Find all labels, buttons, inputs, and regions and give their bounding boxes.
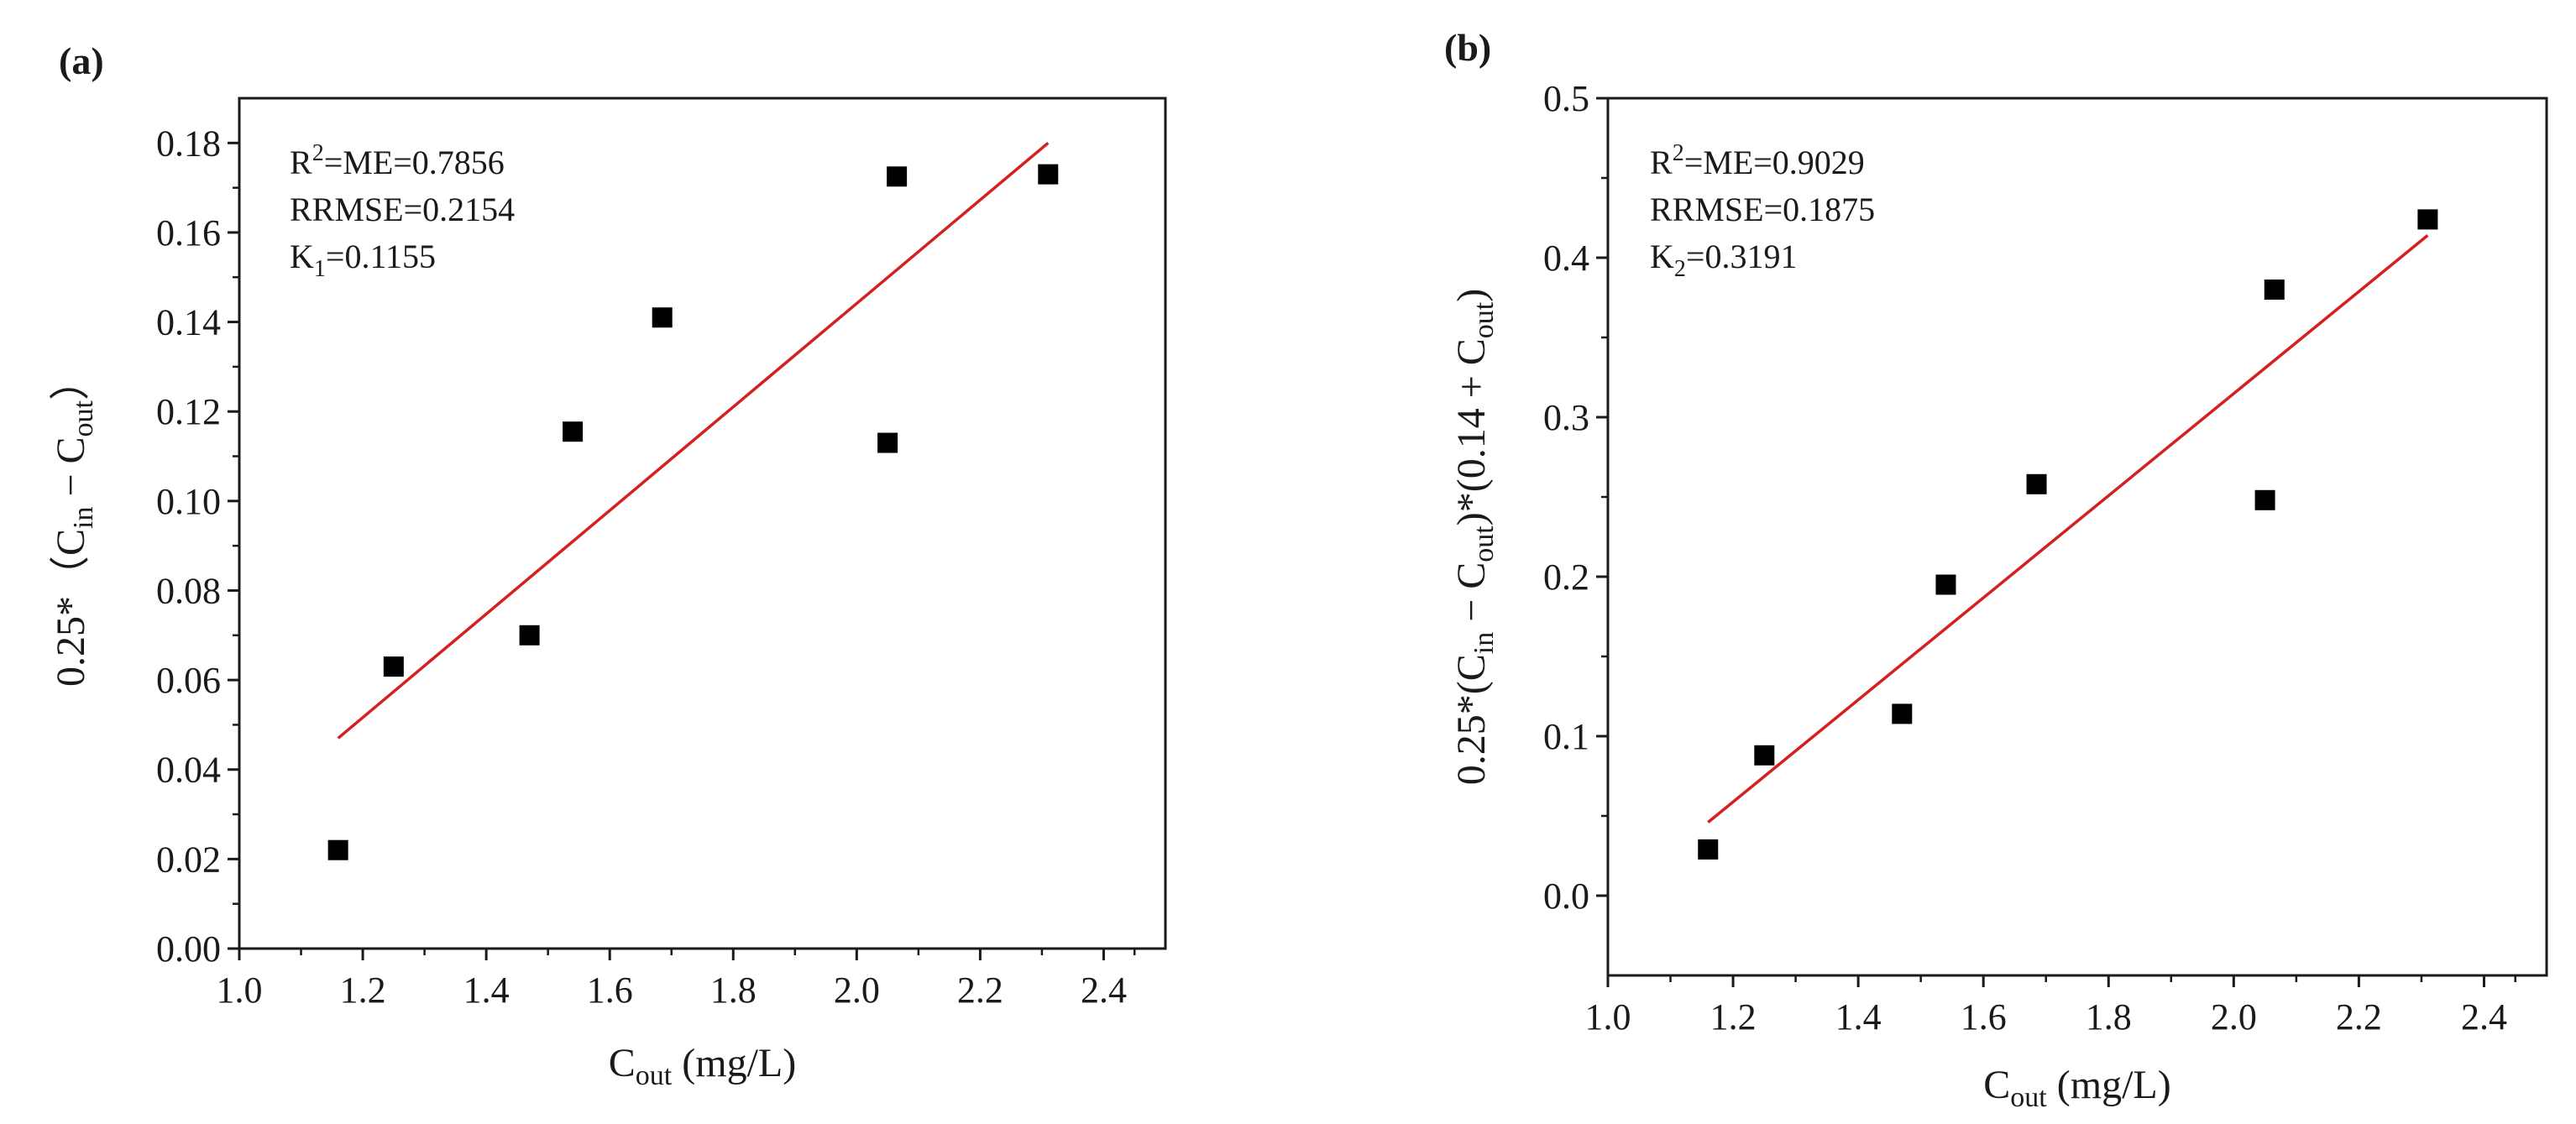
- chart-panel-a: (a) 1.0 1.2 1.4 1.6 1.8 2.0 2.2 2.4 0.00 0.02 0.04 0…: [49, 39, 1167, 1091]
- data-point: [2026, 473, 2047, 494]
- y-tick-label: 0.2: [1543, 557, 1589, 598]
- y-axis-title: 0.25*（Cin − Cout）: [49, 360, 99, 687]
- annotation: K2=0.3191: [1650, 238, 1797, 282]
- y-axis-title-sub: in: [68, 507, 99, 529]
- data-point: [652, 307, 673, 328]
- annotation: R2=ME=0.7856: [290, 140, 505, 181]
- data-point: [1754, 745, 1775, 766]
- y-tick-label: 0.1: [1543, 716, 1589, 757]
- data-point: [1698, 839, 1719, 860]
- x-tick-label: 1.0: [217, 970, 263, 1011]
- y-tick-label: 0.14: [156, 302, 221, 343]
- y-axis-title-sub: out: [1469, 301, 1500, 338]
- data-point: [887, 166, 908, 187]
- y-tick-label: 0.04: [156, 750, 221, 791]
- data-point: [1935, 574, 1956, 595]
- annotation-base: RRMSE=0.2154: [290, 191, 515, 228]
- panel-label: (b): [1444, 26, 1491, 69]
- data-point: [327, 839, 348, 860]
- annotation: K1=0.1155: [290, 238, 436, 282]
- x-tick-label: 1.0: [1585, 996, 1631, 1038]
- annotation-base: R: [1650, 144, 1673, 181]
- y-axis-title-part: − C: [1449, 562, 1494, 632]
- annotation-base: K: [1650, 238, 1674, 275]
- x-axis-title-main: C: [1983, 1063, 2010, 1107]
- annotation-sup: 2: [1673, 140, 1684, 166]
- x-axis-title-tail: (mg/L): [672, 1041, 796, 1085]
- y-axis-title-part: − C: [49, 437, 93, 506]
- y-axis-title-part: )*(0.14 + C: [1449, 338, 1494, 525]
- data-point: [877, 432, 898, 453]
- x-tick-label: 2.0: [2211, 996, 2257, 1038]
- fit-line: [337, 141, 1050, 740]
- y-axis-title-sub: in: [1469, 632, 1500, 654]
- annotation: R2=ME=0.9029: [1650, 140, 1865, 181]
- x-tick-label: 1.4: [1835, 996, 1882, 1038]
- data-point: [383, 656, 404, 677]
- annotation-tail: =ME=0.7856: [324, 144, 505, 181]
- y-tick-label: 0.02: [156, 839, 221, 880]
- x-axis-title: Cout (mg/L): [609, 1041, 796, 1091]
- plot-frame: [238, 97, 1167, 950]
- x-axis-title-sub: out: [2010, 1082, 2047, 1113]
- annotation-tail: =ME=0.9029: [1684, 144, 1865, 181]
- y-tick-label: 0.12: [156, 391, 221, 432]
- annotation-base: K: [290, 238, 314, 275]
- plot-frame: [1606, 97, 2548, 977]
- fit-line: [1707, 234, 2429, 823]
- y-axis-title-part: ): [1449, 289, 1494, 302]
- annotation-sub: 2: [1674, 256, 1686, 282]
- x-axis-title-tail: (mg/L): [2047, 1063, 2171, 1107]
- y-axis-title-part: 0.25*（C: [49, 529, 93, 687]
- x-tick-label: 1.4: [463, 970, 510, 1011]
- y-tick-label: 0.06: [156, 660, 221, 701]
- annotation: RRMSE=0.2154: [290, 191, 515, 228]
- x-axis-title: Cout (mg/L): [1983, 1063, 2170, 1113]
- annotation-base: RRMSE=0.1875: [1650, 191, 1875, 228]
- y-tick-label: 0.00: [156, 928, 221, 970]
- y-tick-label: 0.0: [1543, 876, 1589, 917]
- x-tick-label: 1.6: [1961, 996, 2007, 1038]
- y-tick-label: 0.10: [156, 481, 221, 522]
- x-tick-label: 1.2: [1710, 996, 1757, 1038]
- x-tick-label: 1.8: [2086, 996, 2132, 1038]
- x-tick-label: 2.0: [834, 970, 880, 1011]
- annotation-sup: 2: [312, 140, 324, 166]
- y-tick-label: 0.08: [156, 570, 221, 611]
- panel-label: (a): [59, 39, 104, 82]
- data-point: [2264, 280, 2285, 300]
- y-tick-label: 0.16: [156, 212, 221, 254]
- y-tick-label: 0.5: [1543, 78, 1589, 119]
- data-point: [1038, 164, 1059, 185]
- data-point: [519, 625, 540, 646]
- data-point: [563, 421, 584, 442]
- annotation-sub: 1: [314, 256, 326, 282]
- annotation: RRMSE=0.1875: [1650, 191, 1875, 228]
- x-tick-label: 2.2: [2336, 996, 2382, 1038]
- data-point: [2417, 209, 2438, 230]
- data-point: [2254, 489, 2275, 510]
- x-axis-title-main: C: [609, 1041, 636, 1085]
- x-tick-label: 1.2: [340, 970, 386, 1011]
- x-axis-title-sub: out: [636, 1060, 673, 1091]
- x-tick-label: 2.2: [957, 970, 1003, 1011]
- y-axis-title-sub: out: [68, 400, 99, 437]
- data-point: [1892, 703, 1913, 724]
- y-tick-label: 0.18: [156, 123, 221, 164]
- y-tick-label: 0.4: [1543, 238, 1589, 279]
- annotation-tail: =0.3191: [1686, 238, 1798, 275]
- x-tick-label: 2.4: [1081, 970, 1127, 1011]
- x-tick-label: 2.4: [2461, 996, 2507, 1038]
- y-axis-title: 0.25*(Cin − Cout)*(0.14 + Cout): [1449, 289, 1500, 786]
- y-axis-title-sub: out: [1469, 525, 1500, 562]
- x-tick-label: 1.8: [710, 970, 757, 1011]
- y-tick-label: 0.3: [1543, 397, 1589, 438]
- y-axis-title-part: ）: [49, 360, 93, 400]
- y-axis-title-part: 0.25*(C: [1449, 654, 1494, 785]
- annotation-tail: =0.1155: [326, 238, 436, 275]
- x-tick-label: 1.6: [587, 970, 633, 1011]
- annotation-base: R: [290, 144, 312, 181]
- chart-panel-b: (b) 1.0 1.2 1.4 1.6 1.8 2.0 2.2 2.4 0.0 0.1 0.2 0.3 0…: [1444, 26, 2548, 1113]
